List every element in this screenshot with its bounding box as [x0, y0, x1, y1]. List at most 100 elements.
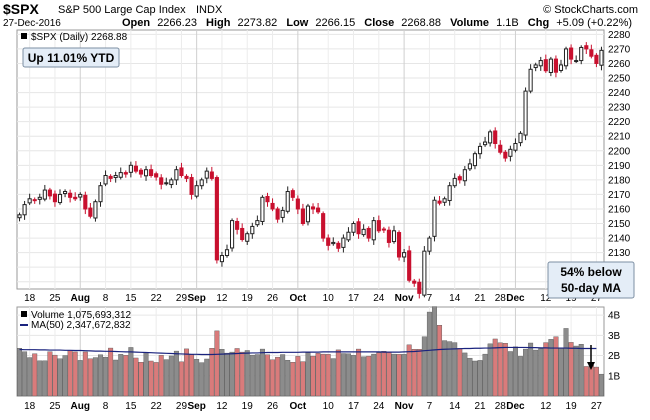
volume-bar — [178, 361, 184, 397]
candle-body — [402, 252, 407, 258]
candle-body — [331, 241, 336, 245]
volume-bar — [123, 355, 129, 397]
candle-body — [123, 172, 128, 175]
candle-body — [149, 169, 154, 177]
volume-bar — [57, 358, 63, 397]
date-tick-label-bottom: Sep — [187, 401, 205, 412]
date-tick-label: Aug — [71, 293, 90, 304]
candle-body — [68, 192, 73, 198]
candle-body — [518, 132, 523, 144]
volume-bar — [583, 366, 589, 397]
candle-body — [199, 179, 204, 187]
volume-tick-label: 4B — [608, 311, 621, 322]
price-tick-label: 2220 — [608, 117, 631, 128]
candle-body — [316, 207, 321, 213]
candle-body — [194, 185, 199, 197]
volume-bar — [523, 348, 529, 397]
candle-body — [371, 220, 376, 241]
volume-bar — [103, 356, 109, 397]
candle-body — [386, 229, 392, 243]
candle-body — [235, 220, 240, 230]
candle-body — [169, 179, 174, 186]
price-tick-label: 2170 — [608, 190, 631, 201]
volume-bar — [320, 353, 326, 397]
date-tick-label-bottom: 12 — [540, 401, 552, 412]
candle-body — [98, 185, 103, 203]
volume-bar — [224, 352, 230, 397]
candle-body — [128, 164, 133, 173]
candle-body — [391, 230, 397, 243]
date-tick-label: 26 — [267, 293, 279, 304]
open-label: Open — [122, 17, 150, 29]
volume-bar — [563, 328, 569, 397]
date-tick-label-bottom: 26 — [267, 401, 279, 412]
candle-body — [407, 250, 412, 281]
price-panel-frame — [16, 29, 605, 290]
candle-body — [113, 175, 118, 179]
candle-body — [589, 49, 594, 57]
volume-bar — [482, 353, 488, 397]
volume-bar — [598, 373, 604, 397]
date-tick-label: 22 — [151, 293, 163, 304]
candle-body — [174, 169, 179, 181]
candle-body — [321, 213, 326, 239]
candle-body — [503, 151, 508, 159]
volume-bar — [128, 347, 134, 397]
volume-bar — [391, 353, 397, 397]
date-tick-label: 29 — [176, 293, 188, 304]
date-tick-label: 12 — [540, 293, 552, 304]
volume-bar — [593, 366, 599, 397]
candle-body — [412, 280, 417, 284]
symbol-title: $SPX — [3, 1, 39, 17]
annotation-arrow-head — [587, 362, 595, 370]
candle-body — [118, 172, 123, 178]
candle-body — [164, 182, 169, 185]
ytd-annotation-text: Up 11.01% YTD — [28, 51, 115, 65]
candle-body — [260, 196, 265, 222]
ytd-annotation: Up 11.01% YTD — [22, 47, 120, 68]
volume-tick-label: 2B — [608, 351, 621, 362]
candle-body — [240, 227, 245, 241]
candle-body — [422, 250, 427, 296]
volume-bar — [477, 360, 483, 397]
volume-bar — [371, 353, 377, 397]
volume-bar — [133, 357, 139, 397]
price-tick-label: 2140 — [608, 234, 631, 245]
candle-body — [523, 90, 528, 136]
date-tick-label-bottom: 24 — [373, 401, 385, 412]
volume-bar — [426, 311, 432, 397]
volume-bar — [558, 347, 564, 397]
candle-body — [133, 165, 138, 172]
volume-bar — [168, 355, 174, 397]
volume-label: Volume — [450, 17, 489, 29]
volume-bar — [421, 336, 427, 397]
volume-bar — [67, 350, 73, 397]
grid-layer — [17, 30, 604, 396]
exchange-label: INDX — [196, 4, 223, 16]
ma-legend-text: MA(50) 2,347,672,832 — [31, 320, 131, 331]
candle-body — [63, 191, 68, 195]
date-tick-label: Sep — [187, 293, 205, 304]
candle-body — [341, 237, 346, 248]
candle-body — [275, 208, 280, 220]
chg-value: +5.09 (+0.22%) — [556, 17, 632, 29]
candle-body — [553, 58, 558, 73]
candle-body — [483, 141, 488, 146]
price-legend-text: $SPX (Daily) 2268.88 — [31, 32, 128, 43]
date-tick-label-bottom: 29 — [176, 401, 188, 412]
volume-bar — [52, 354, 58, 397]
volume-bar — [209, 348, 215, 397]
date-tick-label-bottom: 27 — [591, 401, 603, 412]
price-tick-label: 2270 — [608, 44, 631, 55]
candle-body — [154, 173, 159, 178]
volume-bar — [467, 357, 473, 397]
volume-bar — [42, 360, 48, 397]
volume-bar — [335, 349, 341, 397]
candle-body — [432, 199, 437, 237]
volume-bar — [37, 360, 43, 397]
price-tick-label: 2180 — [608, 175, 631, 186]
candle-body — [32, 199, 37, 202]
volume-bar — [543, 342, 549, 397]
volume-bar — [204, 358, 210, 397]
volume-bar — [366, 355, 372, 397]
